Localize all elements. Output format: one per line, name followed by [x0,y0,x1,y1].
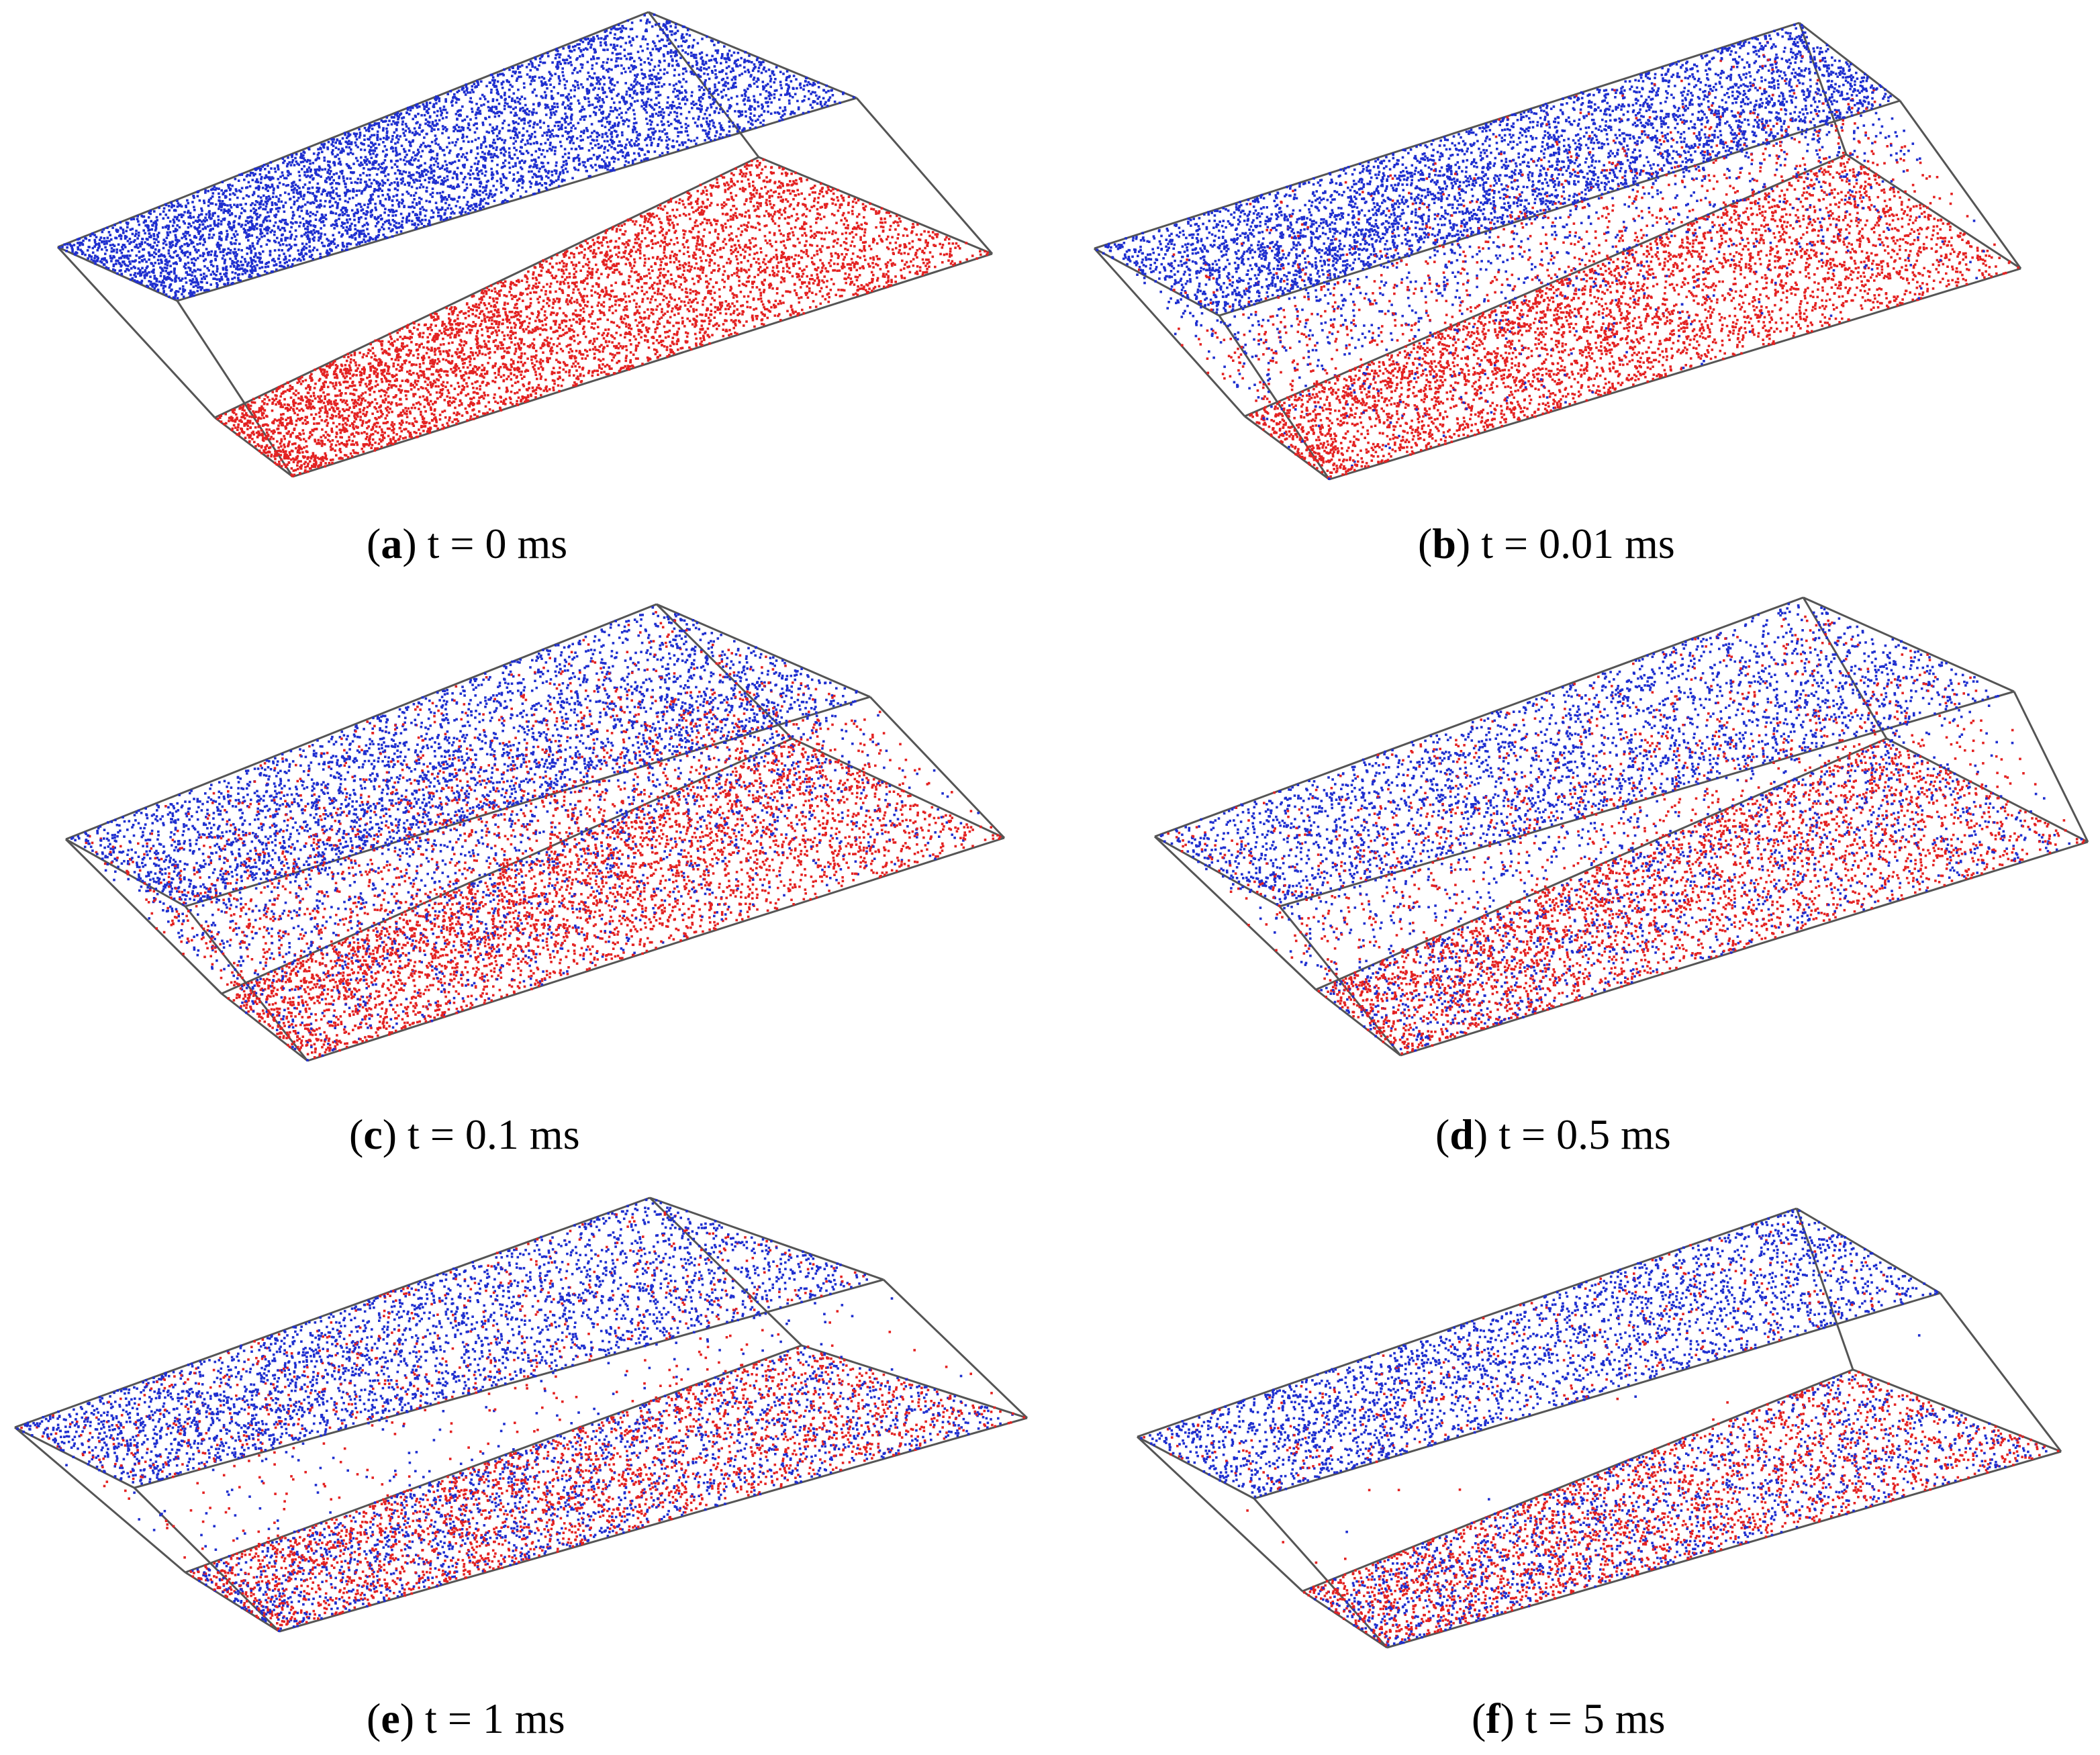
box-edge [64,838,223,995]
panel-b-letter: b [1432,520,1456,567]
box-edge [792,737,1005,839]
panel-f-time: t = 5 ms [1525,1695,1666,1742]
panel-b-time: t = 0.01 ms [1481,520,1675,567]
box-edge [1253,1498,1388,1648]
box-edge [56,246,216,419]
particles [70,606,1002,1061]
box-edge [758,156,993,255]
box-edge [655,603,794,740]
box-edge [1094,21,1800,250]
particles [1096,23,2019,480]
particles [1140,1209,2060,1646]
box-edge [221,992,308,1062]
box-edge [1244,415,1330,481]
particles [58,13,989,477]
box-edge [855,97,994,254]
box-edge [214,416,293,478]
panel-f-caption: (f) t = 5 ms [1472,1697,1666,1740]
box-edge [1899,100,2022,269]
panel-a-caption: (a) t = 0 ms [367,522,567,565]
box-edge [1798,22,1848,155]
box-edge [184,906,309,1061]
box-edge [57,11,649,248]
box-edge [1799,21,1901,102]
box-edge [65,838,186,908]
panel-f-letter: f [1486,1695,1500,1742]
box-edge [176,300,294,477]
box-edge [1244,153,1847,418]
box-edge [307,837,1005,1062]
box-edge [292,252,993,478]
panel-b-caption: (b) t = 0.01 ms [1418,522,1675,565]
box-edge [65,603,657,841]
box-edge [869,696,1006,839]
box-edge [1093,247,1246,418]
panel-a-time: t = 0 ms [428,520,568,567]
panel-a-letter: a [381,520,402,567]
